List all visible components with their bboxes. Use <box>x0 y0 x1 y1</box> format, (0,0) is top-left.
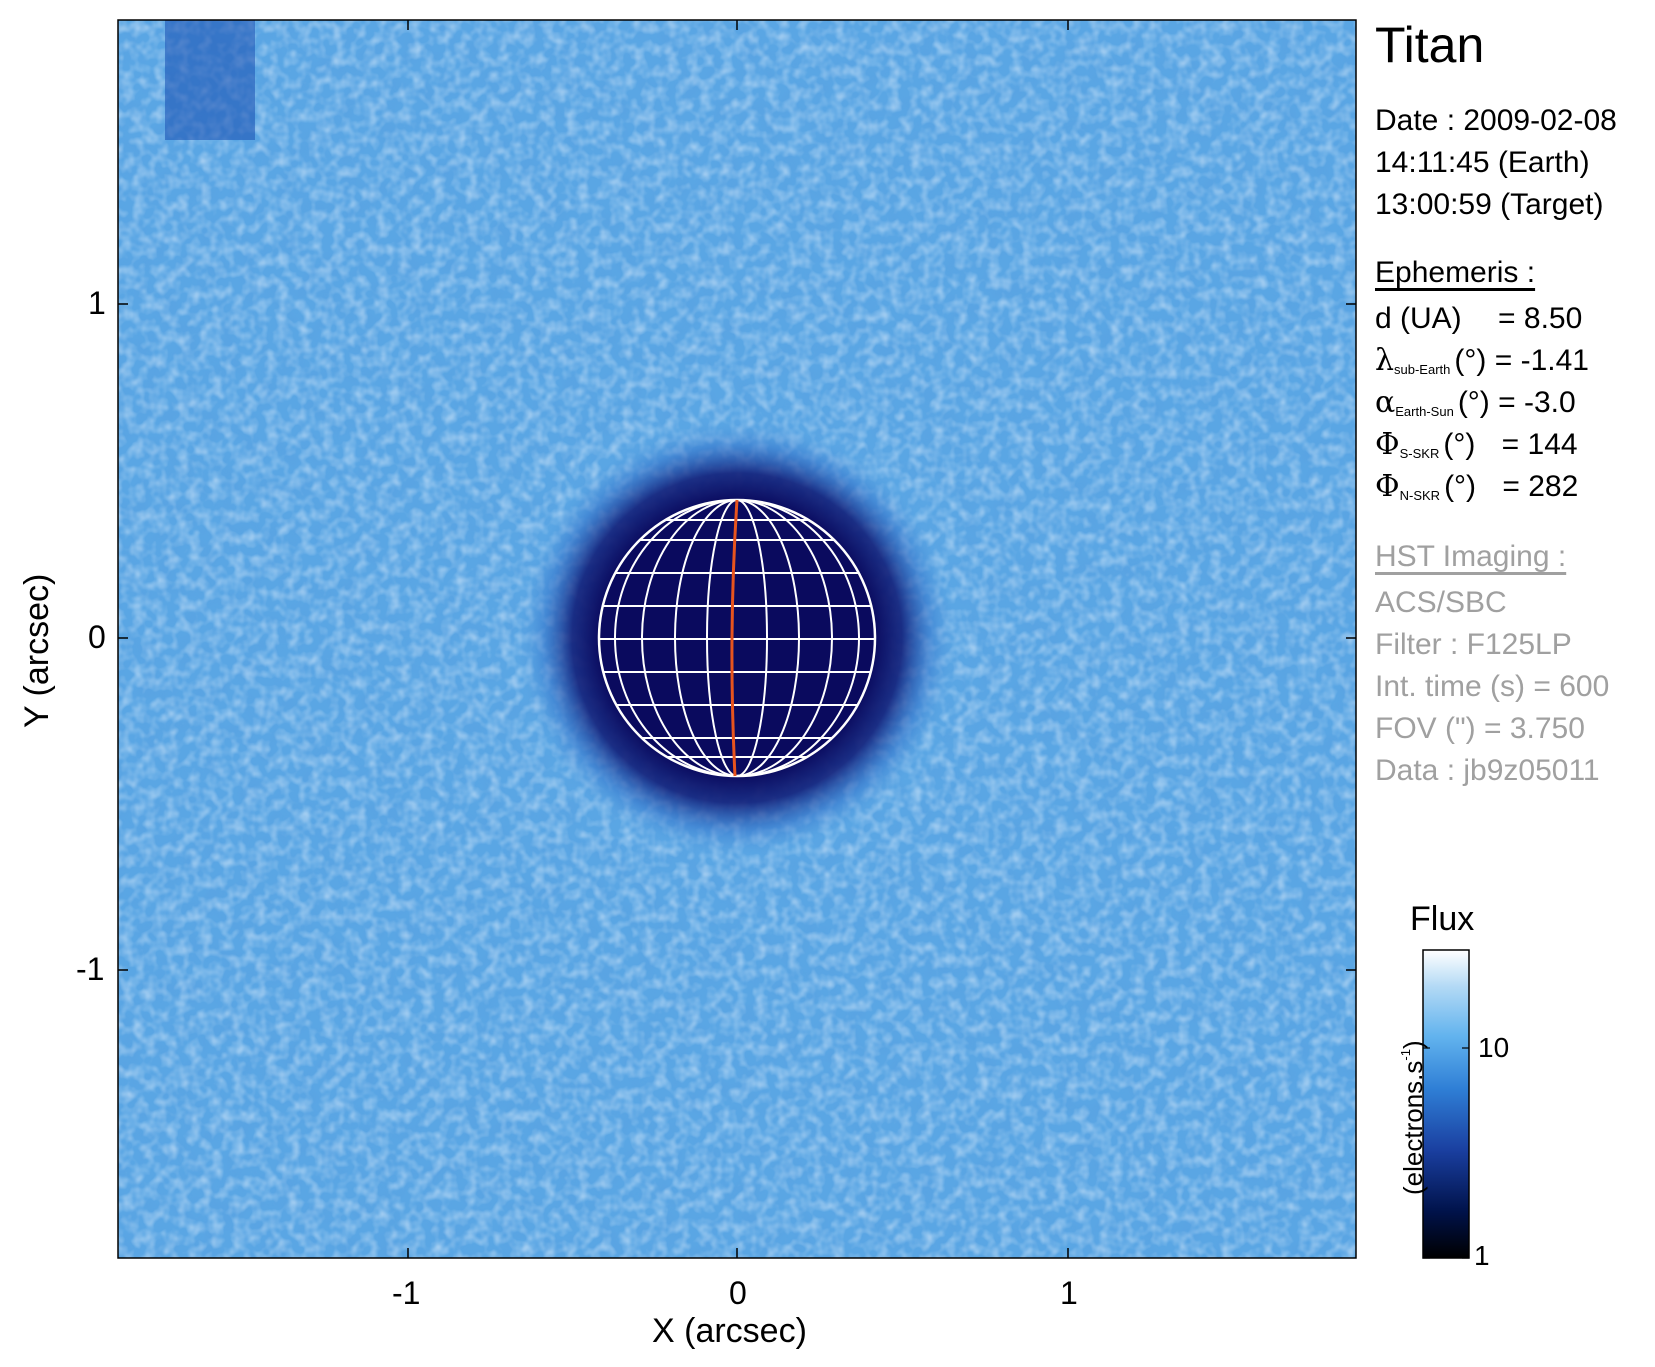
x-axis-title: X (arcsec) <box>652 1312 807 1350</box>
colorbar <box>1422 949 1470 1259</box>
colorbar-unit-label: (electrons.s-1) <box>1398 1040 1429 1195</box>
colorbar-tick-label: 10 <box>1478 1032 1510 1063</box>
alpha-value: = -3.0 <box>1498 386 1576 419</box>
longitude-lines <box>614 500 860 776</box>
hst-fov: FOV (") = 3.750 <box>1375 712 1585 745</box>
ephem-lambda: λsub-Earth (°) = -1.41 <box>1375 340 1589 391</box>
ephem-distance-value: = 8.50 <box>1498 302 1583 335</box>
hst-int-time: Int. time (s) = 600 <box>1375 670 1610 703</box>
axis-ticks <box>118 20 1356 1258</box>
ephem-phi-s: ΦS-SKR (°) = 144 <box>1375 424 1578 475</box>
hst-heading: HST Imaging : <box>1375 540 1567 573</box>
x-tick-label: 0 <box>729 1275 747 1311</box>
ephem-distance: d (UA) = 8.50 <box>1375 298 1582 340</box>
y-axis-title: Y (arcsec) <box>18 573 56 728</box>
phi-n-unit: (°) <box>1444 470 1477 503</box>
hst-filter: Filter : F125LP <box>1375 628 1572 661</box>
central-meridian <box>730 499 739 777</box>
y-tick-label: 1 <box>88 285 106 321</box>
lambda-symbol: λ <box>1375 343 1395 378</box>
alpha-subscript: Earth-Sun <box>1395 404 1454 419</box>
hst-data-id: Data : jb9z05011 <box>1375 754 1600 787</box>
lambda-value: = -1.41 <box>1494 344 1589 377</box>
date-line: Date : 2009-02-08 <box>1375 104 1617 137</box>
phi-s-unit: (°) <box>1443 428 1476 461</box>
ephem-alpha: αEarth-Sun (°) = -3.0 <box>1375 382 1576 433</box>
colorbar-ticks <box>1423 1047 1469 1259</box>
alpha-unit: (°) <box>1457 386 1490 419</box>
phi-n-value: = 282 <box>1502 470 1579 503</box>
lambda-subscript: sub-Earth <box>1394 362 1451 377</box>
ephem-distance-label: d (UA) <box>1375 302 1462 335</box>
colorbar-tick-label: 1 <box>1474 1240 1490 1271</box>
target-title: Titan <box>1375 17 1485 73</box>
y-tick-label: 0 <box>88 619 106 655</box>
ephem-phi-n: ΦN-SKR (°) = 282 <box>1375 466 1578 517</box>
phi-s-value: = 144 <box>1501 428 1578 461</box>
x-tick-label: 1 <box>1060 1275 1078 1311</box>
corner-dark-patch <box>165 20 255 140</box>
x-tick-label: -1 <box>392 1275 421 1311</box>
colorbar-unit-close: ) <box>1398 1040 1428 1050</box>
phi-n-symbol: Φ <box>1375 469 1400 504</box>
hst-instrument: ACS/SBC <box>1375 586 1507 619</box>
phi-n-subscript: N-SKR <box>1399 488 1441 503</box>
colorbar-unit-text: (electrons.s <box>1398 1060 1428 1195</box>
colorbar-title: Flux <box>1410 900 1475 938</box>
target-time: 13:00:59 (Target) <box>1375 188 1604 221</box>
phi-s-subscript: S-SKR <box>1399 446 1440 461</box>
y-tick-label: -1 <box>76 951 105 987</box>
alpha-symbol: α <box>1375 385 1396 420</box>
titan-disk-grid <box>597 498 877 778</box>
phi-s-symbol: Φ <box>1375 427 1400 462</box>
lambda-unit: (°) <box>1454 344 1487 377</box>
colorbar-unit-exponent: -1 <box>1398 1049 1413 1061</box>
ephemeris-heading: Ephemeris : <box>1375 256 1536 289</box>
earth-time: 14:11:45 (Earth) <box>1375 146 1590 179</box>
